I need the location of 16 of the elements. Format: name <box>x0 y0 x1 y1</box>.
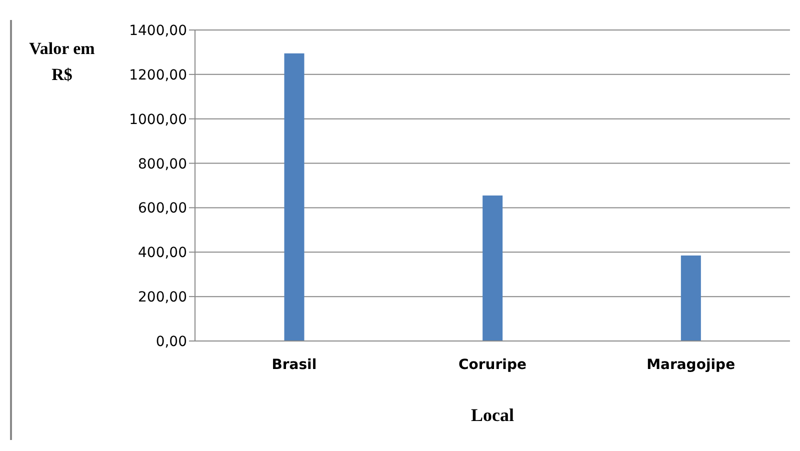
y-axis-title: Valor em R$ <box>28 38 96 86</box>
y-tick-label: 800,00 <box>138 156 187 172</box>
y-tick-label: 600,00 <box>138 200 187 217</box>
x-tick-label: Brasil <box>272 356 317 373</box>
y-tick-label: 400,00 <box>138 245 187 262</box>
bar <box>680 255 701 341</box>
y-tick-label: 1200,00 <box>129 67 187 84</box>
bar <box>482 195 503 341</box>
x-tick-label: Coruripe <box>458 356 526 373</box>
y-tick-label: 200,00 <box>138 290 187 306</box>
y-tick-label: 1000,00 <box>129 112 187 128</box>
bar <box>284 53 304 341</box>
x-tick-label: Maragojipe <box>646 356 736 373</box>
y-tick-label: 1400,00 <box>129 22 187 39</box>
x-axis-title: Local <box>471 405 514 425</box>
y-tick-label: 0,00 <box>156 334 187 350</box>
